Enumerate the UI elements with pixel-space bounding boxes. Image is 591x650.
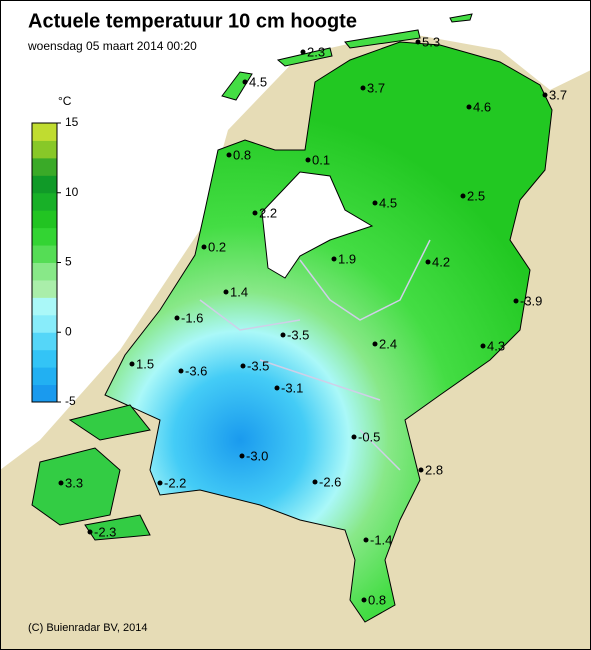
station-dot (87, 529, 93, 535)
station-dot (363, 537, 369, 543)
station-dot (351, 434, 357, 440)
station-dot (226, 152, 232, 158)
credit: (C) Buienradar BV, 2014 (28, 622, 147, 634)
station-dot (361, 597, 367, 603)
legend-tick-label: 5 (65, 255, 72, 269)
station-dot (300, 49, 306, 55)
station-value: -1.4 (370, 532, 392, 547)
station-dot (239, 453, 245, 459)
station-value: 4.6 (473, 99, 491, 114)
station-value: 4.5 (379, 195, 397, 210)
legend-band (32, 245, 57, 263)
station-value: 2.3 (307, 44, 325, 59)
station-dot (157, 480, 163, 486)
legend-band (32, 175, 57, 194)
station-dot (129, 361, 135, 367)
legend-tick-label: 10 (65, 185, 79, 199)
legend-band (32, 210, 57, 229)
station-dot (513, 298, 519, 304)
station-dot (415, 39, 421, 45)
station-dot (252, 210, 258, 216)
station-value: 3.7 (367, 80, 385, 95)
legend-unit: °C (58, 94, 72, 108)
station-value: 4.2 (432, 254, 450, 269)
ijsselmeer (261, 171, 374, 279)
station-value: -3.1 (281, 380, 303, 395)
station-value: -3.9 (520, 293, 542, 308)
station-value: 2.8 (425, 462, 443, 477)
station-value: 4.5 (249, 74, 267, 89)
station-value: -3.0 (246, 448, 268, 463)
station-dot (372, 341, 378, 347)
title: Actuele temperatuur 10 cm hoogte (28, 10, 357, 32)
station-value: 0.8 (368, 592, 386, 607)
station-value: 0.8 (233, 147, 251, 162)
station-dot (460, 193, 466, 199)
legend-band (32, 192, 57, 211)
wadden-islands (221, 13, 473, 101)
station-dot (542, 92, 548, 98)
station-value: -0.5 (358, 429, 380, 444)
station-dot (174, 315, 180, 321)
station-value: -2.3 (94, 524, 116, 539)
legend-band (32, 314, 57, 333)
legend-band (32, 227, 57, 246)
legend-tick-label: 15 (65, 115, 79, 129)
station-value: 2.5 (467, 188, 485, 203)
station-value: 3.3 (65, 475, 83, 490)
station-value: 2.4 (379, 336, 397, 351)
legend-band (32, 140, 57, 159)
station-value: -1.6 (181, 310, 203, 325)
station-dot (425, 259, 431, 265)
legend-tick-label: 0 (65, 324, 72, 338)
legend-band (32, 384, 57, 403)
station-value: 0.1 (312, 152, 330, 167)
legend-band (32, 157, 57, 176)
station-dot (274, 385, 280, 391)
station-dot (223, 289, 229, 295)
station-dot (280, 332, 286, 338)
station-dot (58, 480, 64, 486)
station-value: -2.2 (164, 475, 186, 490)
station-value: 1.5 (136, 356, 154, 371)
sea (0, 0, 591, 470)
station-dot (466, 104, 472, 110)
station-value: 5.3 (422, 34, 440, 49)
station-value: 4.3 (487, 338, 505, 353)
station-dot (372, 200, 378, 206)
legend-band (32, 123, 57, 141)
legend-band (32, 279, 57, 298)
station-dot (178, 368, 184, 374)
station-dot (312, 479, 318, 485)
legend-band (32, 349, 57, 368)
legend-band (32, 297, 57, 316)
netherlands (104, 41, 553, 623)
station-dot (360, 85, 366, 91)
station-value: 1.4 (230, 284, 248, 299)
province-borders (199, 239, 431, 471)
subtitle: woensdag 05 maart 2014 00:20 (27, 39, 197, 53)
station-value: 0.2 (208, 239, 226, 254)
station-dot (242, 79, 248, 85)
station-dot (331, 256, 337, 262)
station-value: -3.5 (247, 358, 269, 373)
station-dot (240, 363, 246, 369)
station-value: 1.9 (338, 251, 356, 266)
station-value: -2.6 (319, 474, 341, 489)
station-dot (305, 157, 311, 163)
station-value: -3.5 (287, 327, 309, 342)
station-value: -3.6 (185, 363, 207, 378)
legend-band (32, 332, 57, 351)
station-value: 2.2 (259, 205, 277, 220)
zeeland-islands (31, 404, 151, 541)
legend-tick-label: -5 (65, 394, 76, 408)
station-dot (418, 467, 424, 473)
legend-band (32, 262, 57, 281)
station-dot (201, 244, 207, 250)
station-dot (480, 343, 486, 349)
legend-band (32, 367, 57, 386)
station-value: 3.7 (549, 87, 567, 102)
